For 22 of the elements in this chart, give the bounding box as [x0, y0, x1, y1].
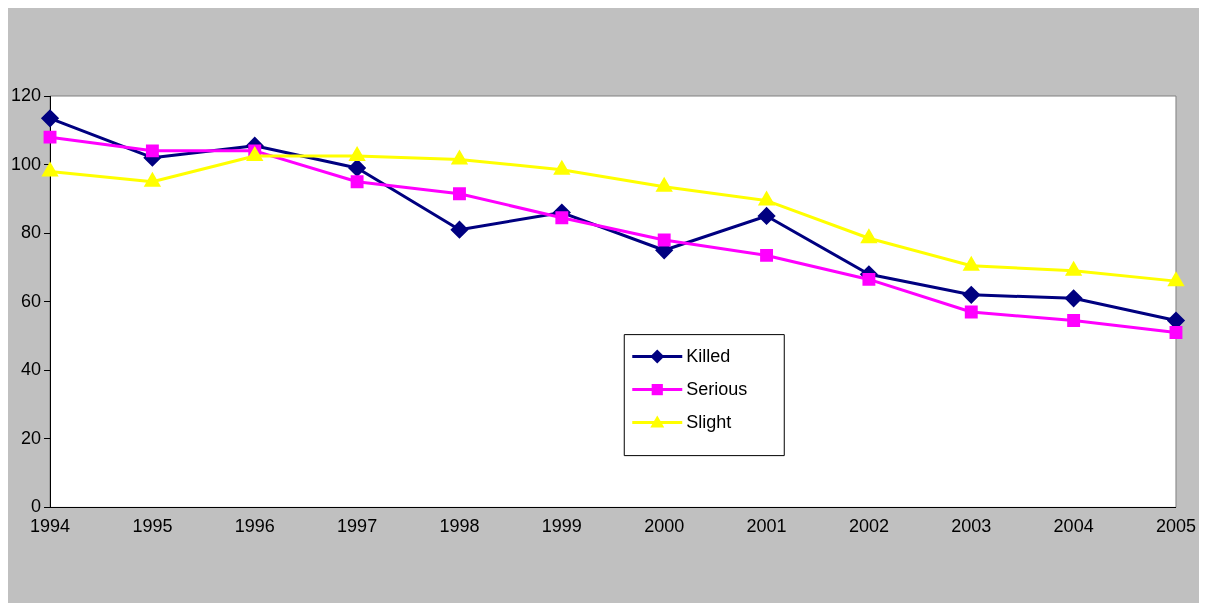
x-tick-label: 2000 — [644, 516, 685, 537]
y-tick-label: 60 — [21, 290, 42, 311]
x-tick-label: 1996 — [234, 516, 275, 537]
x-tick-label: 2003 — [951, 516, 992, 537]
legend-label: Killed — [686, 345, 731, 366]
x-tick-label: 2002 — [848, 516, 889, 537]
x-tick-label: 2001 — [746, 516, 787, 537]
legend-label: Serious — [686, 378, 748, 399]
y-tick-label: 20 — [21, 427, 42, 448]
x-tick-label: 1999 — [541, 516, 582, 537]
x-tick-label: 2004 — [1053, 516, 1094, 537]
y-tick-label: 40 — [21, 359, 42, 380]
y-tick-label: 100 — [10, 153, 42, 174]
y-tick-label: 80 — [21, 222, 42, 243]
x-tick-label: 1997 — [337, 516, 378, 537]
legend-label: Slight — [686, 411, 732, 432]
x-tick-label: 1995 — [132, 516, 173, 537]
x-tick-label: 1994 — [30, 516, 71, 537]
x-tick-label: 2005 — [1155, 516, 1196, 537]
y-tick-label: 120 — [10, 84, 42, 105]
x-tick-label: 1998 — [439, 516, 480, 537]
y-tick-label: 0 — [31, 496, 42, 517]
